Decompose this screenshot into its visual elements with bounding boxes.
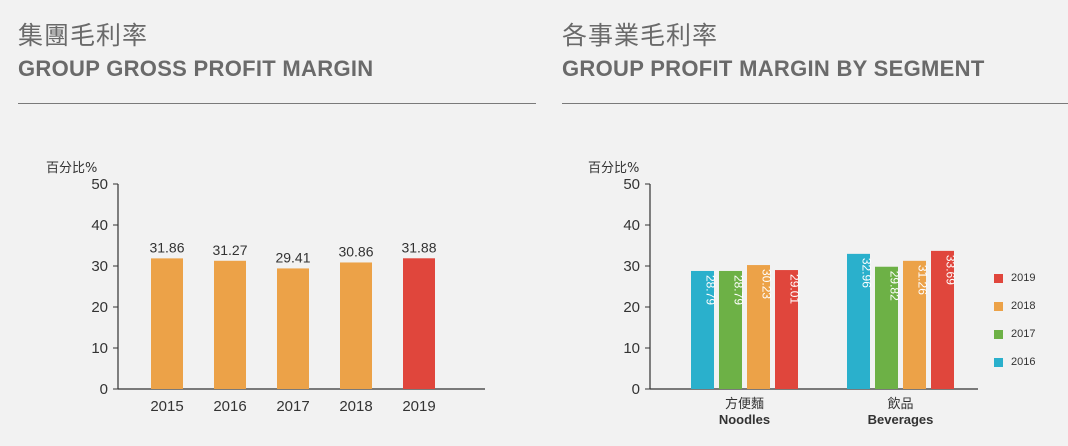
bar (151, 258, 183, 389)
y-tick-label: 30 (91, 258, 108, 275)
legend-label: 2016 (1011, 356, 1036, 368)
legend-label: 2018 (1011, 300, 1036, 312)
y-tick-label: 20 (623, 299, 640, 316)
data-label: 31.86 (149, 239, 184, 255)
bar (277, 268, 309, 389)
bar (403, 258, 435, 389)
bar (719, 270, 742, 389)
x-tick-label-en: Beverages (868, 412, 934, 427)
data-label: 31.27 (212, 242, 247, 258)
x-tick-label-cn: 飲品 (887, 396, 913, 411)
y-tick-label: 50 (91, 176, 108, 193)
bar (847, 253, 870, 389)
group-gross-margin-panel: 集團毛利率 GROUP GROSS PROFIT MARGIN 百分比% (18, 0, 538, 446)
y-tick-label: 10 (623, 340, 640, 357)
data-label: 31.26 (916, 265, 930, 295)
x-tick-label-en: Noodles (719, 412, 770, 427)
x-tick-label: 2018 (339, 398, 372, 415)
y-tick-label: 50 (623, 176, 640, 193)
x-tick-label: 2016 (213, 398, 246, 415)
legend-swatch (994, 301, 1003, 311)
segment-margin-panel: 各事業毛利率 GROUP PROFIT MARGIN BY SEGMENT 百分… (562, 0, 1068, 446)
legend-swatch (994, 357, 1003, 367)
legend-item: 2019 (994, 272, 1035, 284)
bar (903, 260, 926, 389)
y-tick-label: 40 (623, 217, 640, 234)
legend-swatch (994, 273, 1003, 283)
bar (747, 265, 770, 389)
x-tick-label: 2019 (402, 398, 435, 415)
divider (562, 103, 1068, 104)
data-label: 31.88 (401, 239, 436, 255)
data-label: 28.79 (704, 275, 718, 305)
y-tick-label: 40 (91, 217, 108, 234)
data-label: 29.01 (788, 274, 802, 304)
bar (691, 270, 714, 389)
chart-title-en: GROUP PROFIT MARGIN BY SEGMENT (562, 56, 985, 81)
chart-title-cn: 集團毛利率 (18, 21, 149, 50)
data-label: 30.23 (760, 269, 774, 299)
chart-title-en: GROUP GROSS PROFIT MARGIN (18, 56, 374, 81)
bar (214, 260, 246, 389)
data-label: 32.96 (860, 258, 874, 288)
legend-label: 2017 (1011, 328, 1036, 340)
bar (340, 262, 372, 389)
x-tick-label: 2017 (276, 398, 309, 415)
y-tick-label: 30 (623, 258, 640, 275)
legend-swatch (994, 329, 1003, 339)
data-label: 33.69 (944, 255, 958, 285)
y-tick-label: 0 (100, 381, 108, 398)
y-tick-label: 20 (91, 299, 108, 316)
y-axis-unit-label: 百分比% (588, 161, 640, 176)
legend-item: 2016 (994, 356, 1035, 368)
bar (931, 250, 954, 389)
chart-title-cn: 各事業毛利率 (562, 21, 719, 50)
y-axis-unit-label: 百分比% (46, 161, 98, 176)
x-tick-label: 2015 (150, 398, 183, 415)
data-label: 29.41 (275, 249, 310, 265)
data-label: 29.82 (888, 271, 902, 301)
legend-item: 2018 (994, 300, 1035, 312)
data-label: 28.79 (732, 275, 746, 305)
legend-item: 2017 (994, 328, 1035, 340)
x-tick-label-cn: 方便麵 (725, 396, 764, 411)
bar (875, 266, 898, 389)
legend-label: 2019 (1011, 272, 1036, 284)
bar (775, 270, 798, 389)
y-tick-label: 10 (91, 340, 108, 357)
data-label: 30.86 (338, 243, 373, 259)
y-tick-label: 0 (632, 381, 640, 398)
divider (18, 103, 536, 104)
